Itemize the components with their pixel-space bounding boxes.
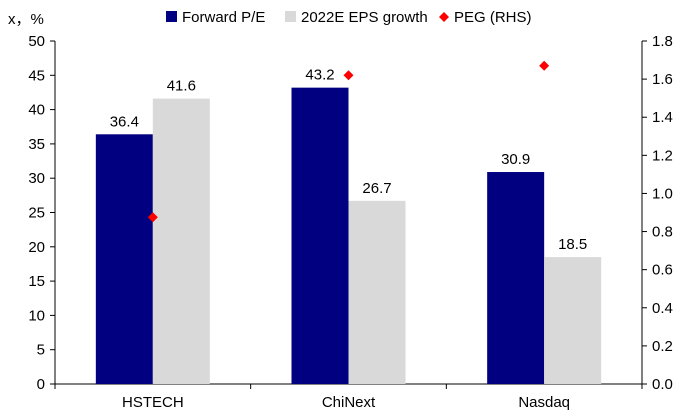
bar (152, 98, 210, 385)
legend-label: PEG (RHS) (454, 9, 532, 26)
left-tick-label: 0 (37, 376, 45, 393)
left-tick-label: 45 (28, 67, 45, 84)
left-tick-label: 35 (28, 136, 45, 153)
right-tick-label: 0.6 (652, 262, 673, 279)
category-label: Nasdaq (518, 394, 570, 411)
left-tick-label: 40 (28, 102, 45, 119)
left-tick-label: 25 (28, 205, 45, 222)
left-tick-label: 10 (28, 307, 45, 324)
right-tick-label: 0.0 (652, 376, 673, 393)
right-tick-label: 0.4 (652, 300, 673, 317)
peg-point (539, 60, 550, 71)
bar (95, 134, 153, 384)
data-label: 30.9 (501, 151, 530, 168)
data-label: 36.4 (110, 113, 139, 130)
bar (487, 172, 545, 384)
left-axis-unit-label: x，% (8, 11, 44, 28)
peg-point (343, 70, 354, 81)
bar (348, 200, 406, 384)
left-tick-label: 30 (28, 170, 45, 187)
bar (544, 257, 602, 384)
right-tick-label: 0.2 (652, 338, 673, 355)
left-tick-label: 5 (37, 342, 45, 359)
right-tick-label: 1.8 (652, 33, 673, 50)
right-tick-label: 0.8 (652, 224, 673, 241)
right-tick-label: 1.0 (652, 185, 673, 202)
right-tick-label: 1.6 (652, 71, 673, 88)
peg-point (147, 212, 158, 223)
data-label: 26.7 (362, 180, 391, 197)
right-tick-label: 1.2 (652, 147, 673, 164)
data-label: 18.5 (558, 236, 587, 253)
data-label: 43.2 (305, 67, 334, 84)
bar (291, 87, 349, 384)
left-tick-label: 50 (28, 33, 45, 50)
legend-swatch (439, 12, 449, 22)
plot-area: 0 5 10 15 20 25 30 35 40 45 50 0.0 0.2 0.4 0.6 0.8 1.0 1.… (28, 33, 673, 411)
legend-label: Forward P/E (182, 9, 265, 26)
data-label: 41.6 (167, 78, 196, 95)
left-tick-label: 15 (28, 273, 45, 290)
right-tick-label: 1.4 (652, 109, 673, 126)
legend-swatch (285, 11, 296, 22)
legend: Forward P/E 2022E EPS growth PEG (RHS) (166, 9, 532, 26)
category-label: ChiNext (322, 394, 376, 411)
legend-label: 2022E EPS growth (301, 9, 428, 26)
legend-swatch (166, 11, 177, 22)
category-label: HSTECH (122, 394, 184, 411)
left-tick-label: 20 (28, 239, 45, 256)
